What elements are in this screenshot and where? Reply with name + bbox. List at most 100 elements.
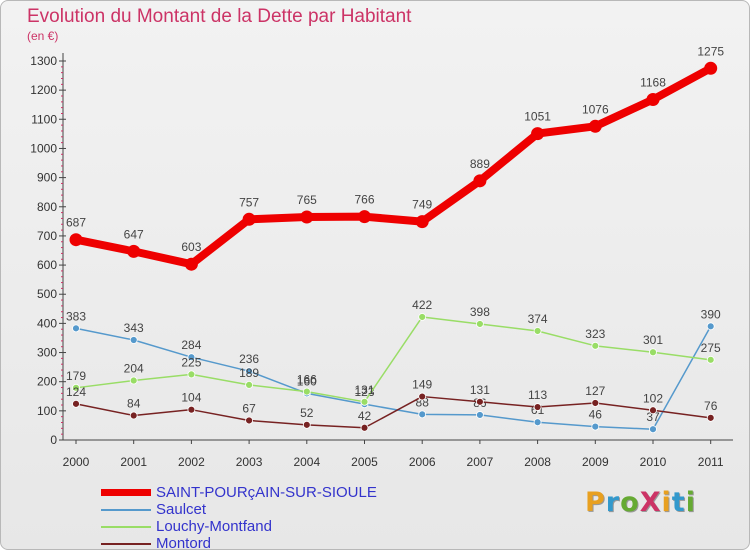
legend-label: SAINT-POURçAIN-SUR-SIOULE <box>156 484 377 501</box>
brand-logo: ProXiti <box>585 487 696 518</box>
data-label: 1275 <box>697 44 724 58</box>
data-point <box>704 61 718 75</box>
data-point <box>187 405 196 414</box>
y-tick-label: 500 <box>37 287 57 301</box>
y-tick-label: 200 <box>37 375 57 389</box>
data-label: 104 <box>181 391 201 405</box>
data-label: 189 <box>239 366 259 380</box>
data-label: 76 <box>704 399 718 413</box>
series-line <box>75 395 712 429</box>
data-label: 1051 <box>524 110 551 124</box>
y-tick-label: 1300 <box>30 54 57 68</box>
x-tick-label: 2002 <box>178 455 205 469</box>
data-point <box>187 353 196 362</box>
data-point <box>245 367 254 376</box>
data-point <box>72 383 80 392</box>
data-label: 323 <box>585 327 605 341</box>
data-label: 67 <box>242 401 256 415</box>
data-label: 1076 <box>582 102 609 116</box>
data-point <box>129 376 138 385</box>
legend-swatch <box>101 509 151 511</box>
data-label: 398 <box>470 305 490 319</box>
data-label: 766 <box>354 193 374 207</box>
x-tick-label: 2011 <box>698 455 724 469</box>
data-label: 765 <box>297 193 317 207</box>
x-tick-label: 2000 <box>63 455 90 469</box>
data-point <box>72 399 80 408</box>
legend-swatch <box>101 489 151 496</box>
data-label: 37 <box>646 410 660 424</box>
data-label: 284 <box>181 338 201 352</box>
data-point <box>69 233 83 247</box>
data-point <box>706 322 715 331</box>
data-label: 422 <box>412 298 432 312</box>
data-label: 123 <box>354 385 374 399</box>
data-label: 131 <box>354 383 374 397</box>
data-label: 131 <box>470 383 490 397</box>
data-label: 225 <box>181 355 201 369</box>
data-label: 236 <box>239 352 259 366</box>
y-tick-label: 100 <box>37 404 57 418</box>
y-tick-label: 700 <box>37 229 57 243</box>
data-point <box>706 413 715 422</box>
chart-subtitle: (en €) <box>27 29 59 43</box>
data-label: 160 <box>297 374 317 388</box>
y-tick-label: 1100 <box>31 112 57 126</box>
x-tick-label: 2005 <box>351 455 378 469</box>
y-tick-label: 300 <box>37 346 57 360</box>
data-point <box>129 336 138 344</box>
data-label: 102 <box>643 391 663 405</box>
x-tick-label: 2009 <box>582 455 609 469</box>
data-label: 179 <box>66 369 86 383</box>
data-point <box>242 212 256 226</box>
data-point <box>415 215 429 229</box>
y-tick-label: 800 <box>37 200 57 214</box>
y-tick-label: 600 <box>37 258 57 272</box>
data-point <box>129 411 138 420</box>
data-point <box>475 320 484 328</box>
data-point <box>591 341 600 350</box>
series-line <box>72 64 715 269</box>
data-point <box>418 313 427 321</box>
data-label: 687 <box>66 216 86 230</box>
data-label: 46 <box>589 408 603 422</box>
data-point <box>358 210 371 224</box>
data-point <box>646 92 660 106</box>
data-label: 42 <box>358 409 372 423</box>
y-tick-label: 900 <box>37 171 57 185</box>
legend-swatch <box>101 526 151 528</box>
data-label: 889 <box>470 157 490 171</box>
legend-swatch <box>101 543 151 545</box>
legend-label: Montord <box>156 535 212 550</box>
x-tick-label: 2003 <box>236 455 263 469</box>
data-label: 166 <box>297 373 317 387</box>
data-label: 127 <box>585 384 605 398</box>
data-point <box>127 244 141 258</box>
y-tick-label: 1200 <box>30 83 57 97</box>
data-label: 757 <box>239 195 259 209</box>
series-line <box>75 325 712 430</box>
data-label: 124 <box>66 385 86 399</box>
data-point <box>649 425 657 434</box>
data-point <box>418 410 427 419</box>
x-tick-label: 2004 <box>293 455 320 469</box>
data-label: 374 <box>528 312 548 326</box>
data-point <box>187 370 196 379</box>
data-point <box>72 324 80 333</box>
data-point <box>533 418 542 427</box>
series-line <box>75 316 712 403</box>
data-point <box>418 392 427 401</box>
data-point <box>475 411 484 419</box>
data-point <box>300 210 314 224</box>
data-point <box>706 355 715 364</box>
x-tick-label: 2007 <box>467 455 494 469</box>
data-point <box>591 422 600 431</box>
y-tick-label: 1000 <box>30 141 57 155</box>
data-label: 84 <box>127 397 141 411</box>
data-label: 749 <box>412 198 432 212</box>
y-tick-label: 0 <box>50 433 57 447</box>
data-point <box>531 127 545 141</box>
data-point <box>360 397 369 406</box>
